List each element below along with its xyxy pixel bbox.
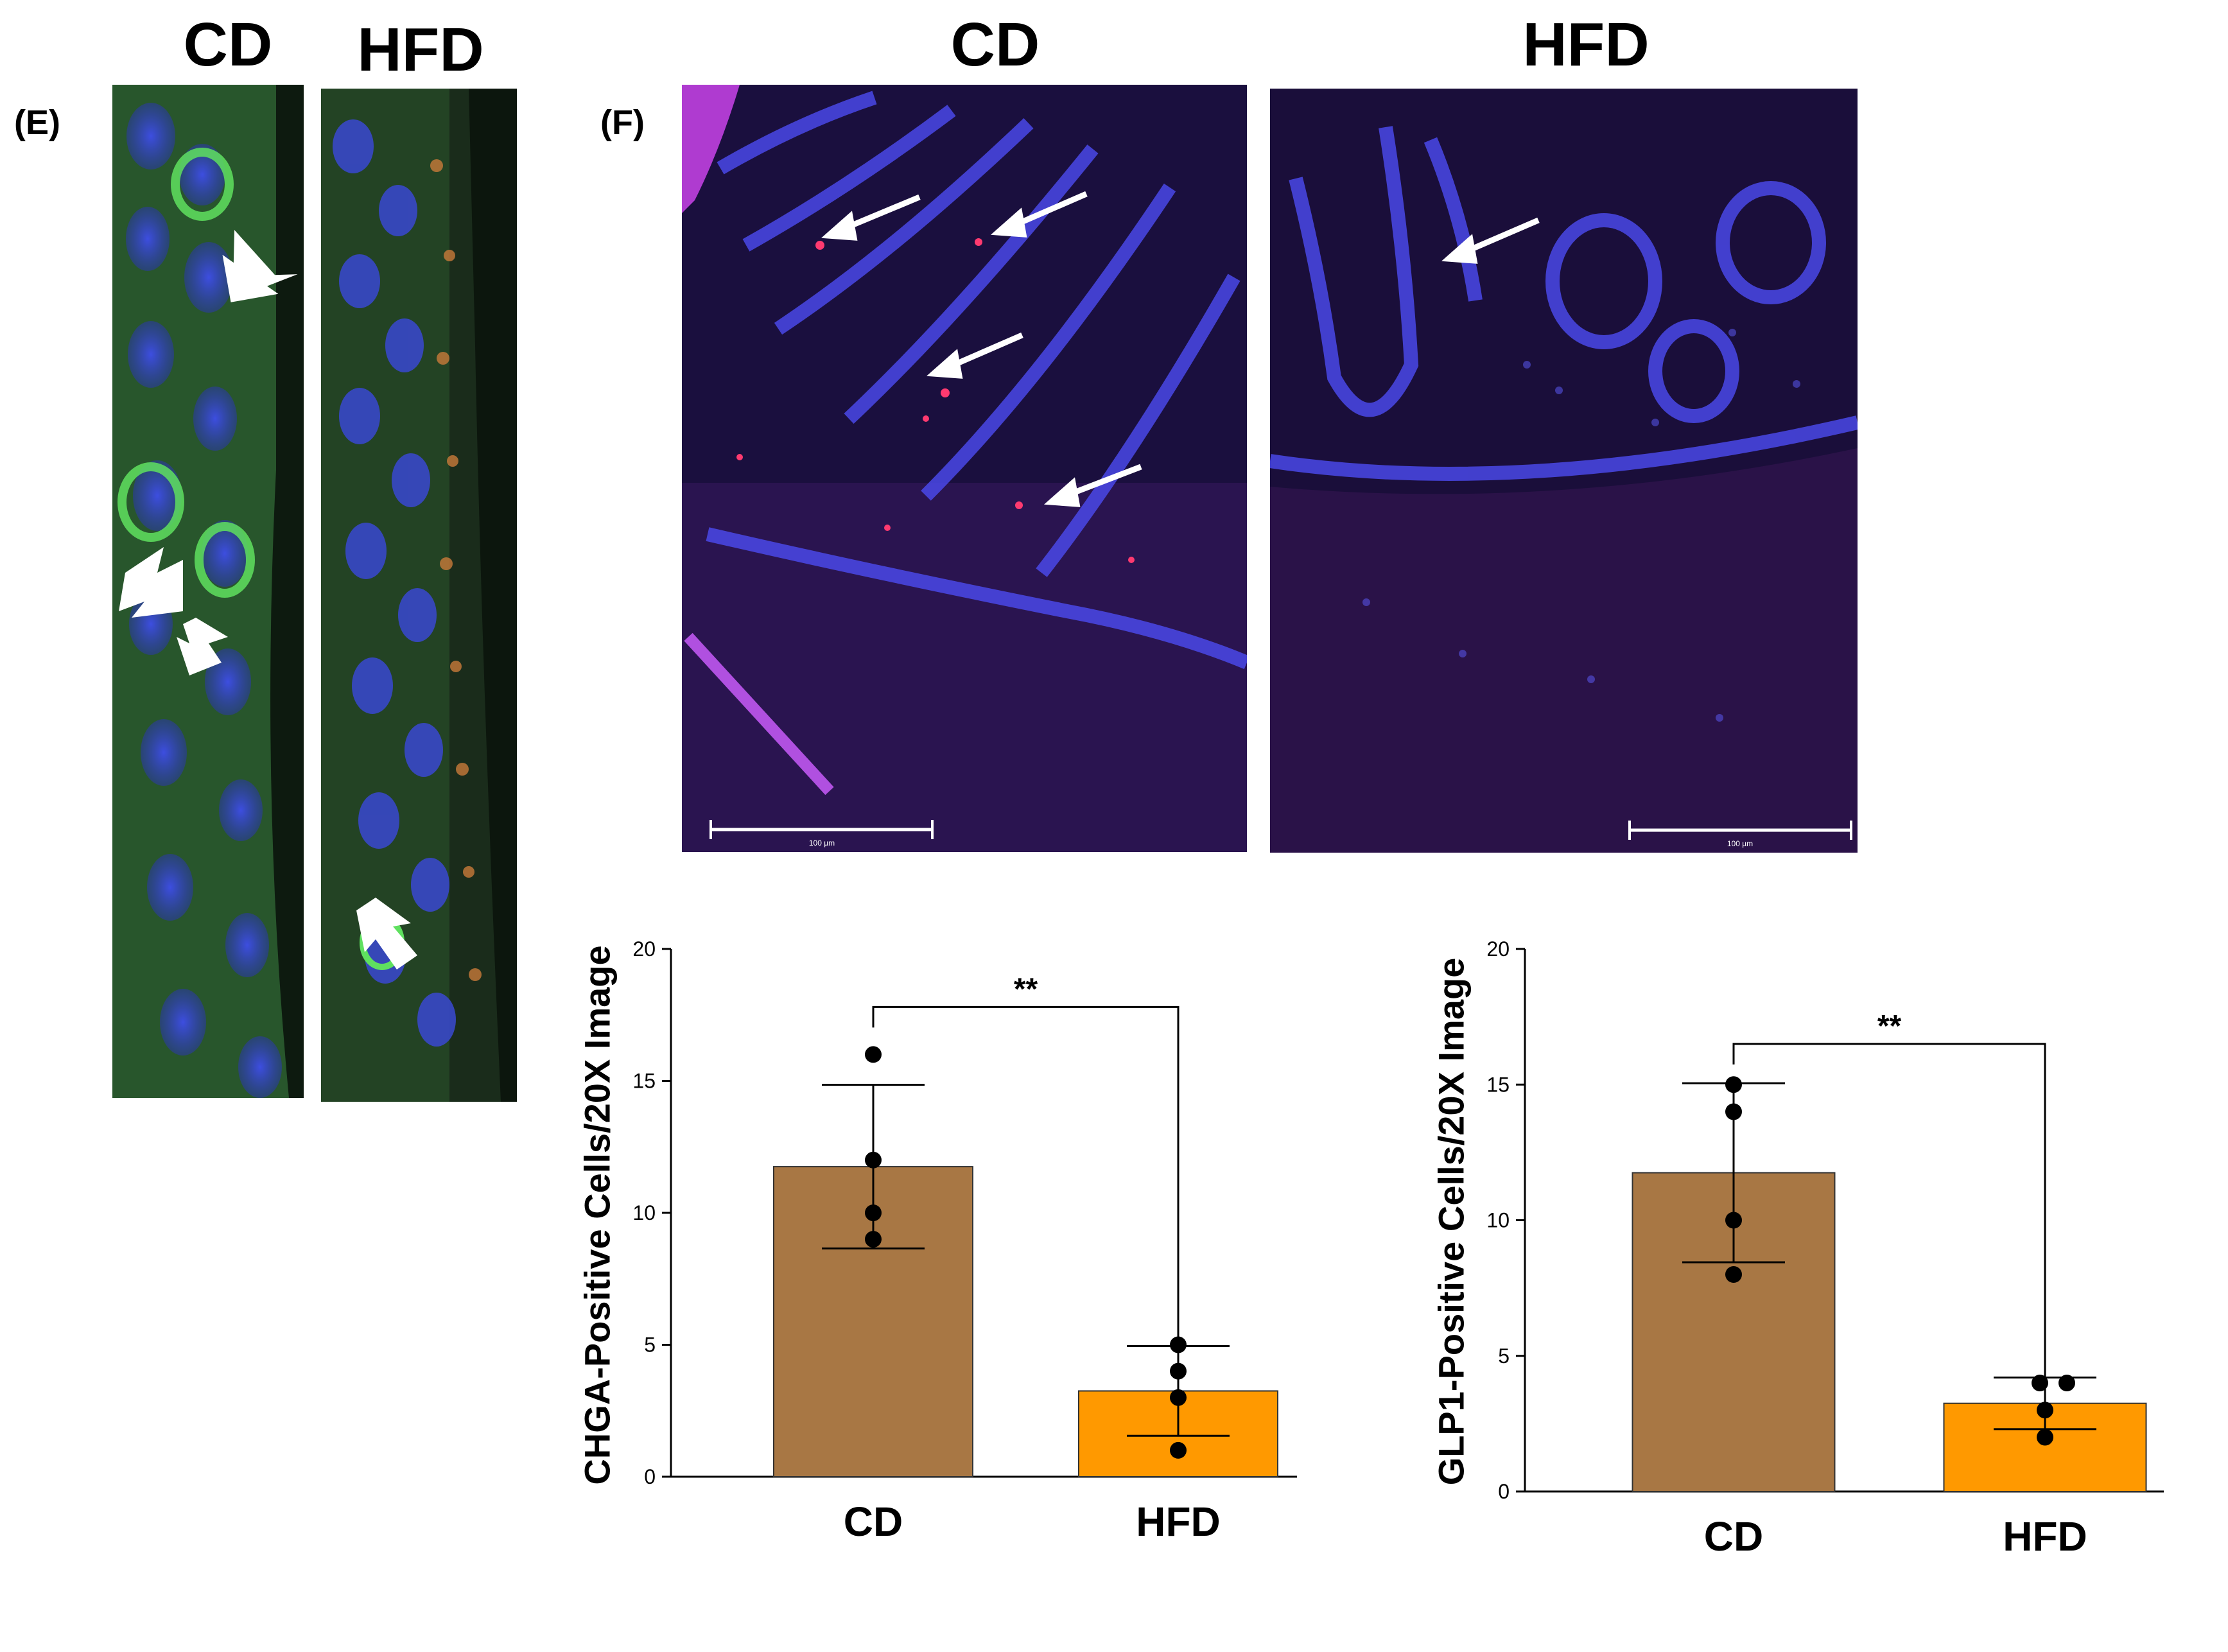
- y-tick-label: 20: [632, 937, 656, 961]
- x-tick-label-hfd: HFD: [2003, 1513, 2087, 1560]
- scale-bar-label: 100 µm: [1727, 839, 1753, 848]
- y-tick-label: 15: [632, 1070, 656, 1093]
- data-point: [865, 1046, 882, 1063]
- y-tick-label: 15: [1486, 1073, 1510, 1096]
- y-tick-label: 20: [1486, 937, 1510, 961]
- panel-e-title-hfd: HFD: [357, 15, 484, 84]
- chga-bar-chart: 0 5 10 15 20 CD HFD **: [632, 937, 1297, 1545]
- arrow-icon: [1044, 464, 1142, 507]
- panel-f-title-cd: CD: [950, 10, 1040, 79]
- data-point: [2037, 1429, 2053, 1446]
- y-tick-label: 0: [1498, 1480, 1510, 1503]
- data-point: [1725, 1076, 1742, 1093]
- y-tick-label: 10: [632, 1201, 656, 1224]
- arrow-icon: [356, 898, 417, 969]
- data-point: [1725, 1103, 1742, 1120]
- arrow-icon: [1441, 217, 1540, 264]
- significance-bracket: [872, 1005, 1179, 1393]
- x-tick-label-cd: CD: [1704, 1513, 1763, 1560]
- significance-bracket: [1732, 1043, 2046, 1419]
- micrograph-f-cd: 100 µm: [682, 85, 1247, 852]
- significance-label: **: [1014, 972, 1038, 1006]
- scale-bar-label: 100 µm: [809, 839, 835, 848]
- y-tick-label: 5: [1498, 1344, 1510, 1368]
- arrow-icon: [927, 332, 1023, 379]
- data-point: [2058, 1375, 2075, 1391]
- micrograph-e-cd: [112, 85, 304, 1098]
- data-point: [1725, 1266, 1742, 1283]
- y-tick-label: 5: [644, 1334, 656, 1357]
- x-tick-label-cd: CD: [844, 1499, 903, 1545]
- arrow-icon: [119, 230, 298, 675]
- data-point: [865, 1151, 882, 1169]
- data-point: [865, 1204, 882, 1221]
- micrograph-e-hfd: [321, 89, 517, 1102]
- arrow-icon: [821, 194, 921, 241]
- significance-label: **: [1877, 1009, 1902, 1043]
- glp1-bar-chart: 0 5 10 15 20 CD HFD **: [1486, 937, 2164, 1560]
- data-point: [1725, 1212, 1742, 1229]
- panel-e-label: (E): [14, 103, 60, 142]
- panel-f-label: (F): [600, 103, 645, 142]
- y-tick-label: 10: [1486, 1209, 1510, 1232]
- panel-e-title-cd: CD: [183, 10, 273, 79]
- y-tick-label: 0: [644, 1465, 656, 1488]
- x-tick-label-hfd: HFD: [1136, 1499, 1221, 1545]
- panel-f-title-hfd: HFD: [1522, 10, 1649, 79]
- data-point: [1170, 1441, 1187, 1459]
- data-point: [865, 1231, 882, 1248]
- data-point: [1170, 1389, 1187, 1406]
- micrograph-f-hfd: 100 µm: [1270, 89, 1858, 853]
- arrow-icon: [991, 191, 1088, 238]
